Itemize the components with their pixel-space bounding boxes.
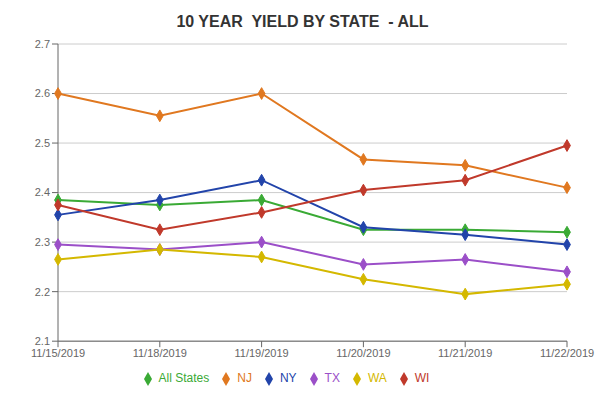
svg-text:11/22/2019: 11/22/2019 (540, 347, 594, 359)
svg-text:2.5: 2.5 (35, 137, 50, 149)
svg-text:11/19/2019: 11/19/2019 (234, 347, 288, 359)
svg-text:2.6: 2.6 (35, 87, 50, 99)
svg-text:11/20/2019: 11/20/2019 (336, 347, 390, 359)
html-text:NY: NY (279, 371, 297, 386)
html-text:TX: TX (324, 371, 340, 386)
svg-text:2.7: 2.7 (35, 38, 50, 50)
html-text:WI: WI (414, 371, 430, 386)
html-text:WA: WA (367, 371, 387, 386)
svg-text:2.1: 2.1 (35, 335, 50, 347)
svg-text:2.4: 2.4 (35, 186, 50, 198)
svg-text:11/21/2019: 11/21/2019 (438, 347, 492, 359)
svg-text:2.3: 2.3 (35, 236, 50, 248)
svg-text:11/18/2019: 11/18/2019 (133, 347, 187, 359)
html-text:All States: All States (158, 371, 210, 386)
svg-text:2.2: 2.2 (35, 286, 50, 298)
svg-text:11/15/2019: 11/15/2019 (31, 347, 85, 359)
html-text:NJ: NJ (237, 371, 252, 386)
html-text:10 YEAR YIELD BY STATE - ALL: 10 YEAR YIELD BY STATE - ALL (176, 13, 429, 30)
